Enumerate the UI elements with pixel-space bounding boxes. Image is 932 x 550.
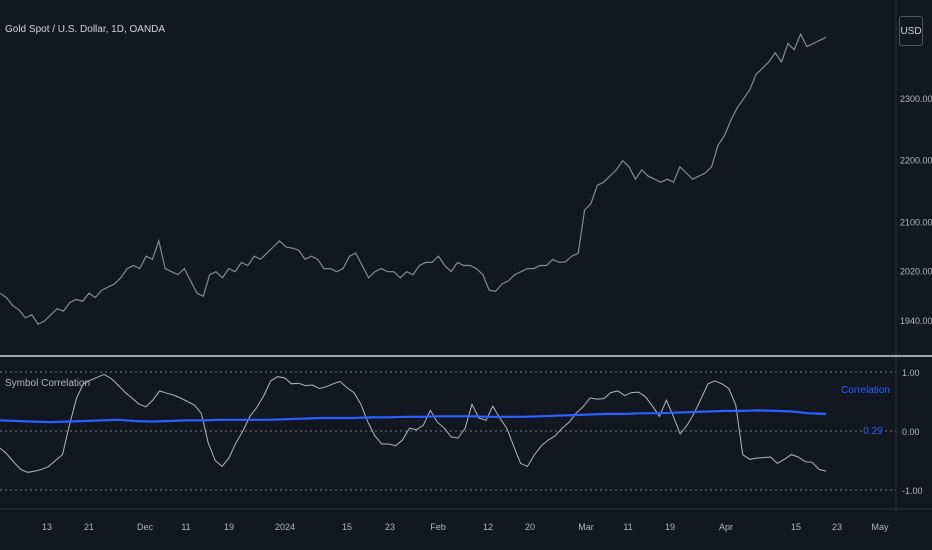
time-axis-label: May <box>871 522 889 532</box>
price-tick-label: 2100.000 <box>900 217 932 227</box>
price-tick-label: 2200.000 <box>900 156 932 166</box>
smoothed-correlation-line <box>0 409 827 424</box>
correlation-legend-label: Correlation <box>841 385 890 396</box>
time-axis-label: Feb <box>430 522 446 532</box>
series-lines <box>0 32 827 473</box>
indicator-pane <box>0 371 896 491</box>
correlation-series-line <box>0 373 827 473</box>
time-axis-label: 11 <box>181 522 190 532</box>
time-axis-label: Apr <box>719 522 733 532</box>
currency-button[interactable]: USD <box>899 16 923 46</box>
time-axis-label: 13 <box>42 522 52 532</box>
price-series-line <box>0 32 827 325</box>
time-axis-label: 19 <box>224 522 234 532</box>
correlation-last-value-badge: 0.29 <box>862 425 884 438</box>
time-axis-label: 23 <box>832 522 842 532</box>
time-axis-label: Mar <box>578 522 594 532</box>
symbol-title: Gold Spot / U.S. Dollar, 1D, OANDA <box>5 24 166 35</box>
time-axis-label: 11 <box>623 522 632 532</box>
indicator-tick-label: -1.00 <box>902 486 923 496</box>
time-axis-label: 23 <box>385 522 395 532</box>
time-axis-label: 12 <box>483 522 493 532</box>
time-axis-label: 15 <box>791 522 801 532</box>
time-axis-label: 15 <box>342 522 352 532</box>
time-axis-label: 19 <box>665 522 675 532</box>
time-axis-label: 2024 <box>275 522 295 532</box>
time-axis-label: Dec <box>137 522 154 532</box>
indicator-tick-label: 0.00 <box>902 427 920 437</box>
axis-labels: 1940.000 2020.000 2100.000 2200.000 2300.000… <box>0 0 932 532</box>
price-tick-label: 2020.000 <box>900 267 932 277</box>
time-axis-label: 20 <box>525 522 535 532</box>
indicator-tick-label: 1.00 <box>902 368 920 378</box>
time-axis-label: 21 <box>84 522 94 532</box>
price-tick-label: 1940.000 <box>900 316 932 326</box>
price-tick-label: 2300.000 <box>900 94 932 104</box>
indicator-title: Symbol Correlation <box>5 378 91 389</box>
